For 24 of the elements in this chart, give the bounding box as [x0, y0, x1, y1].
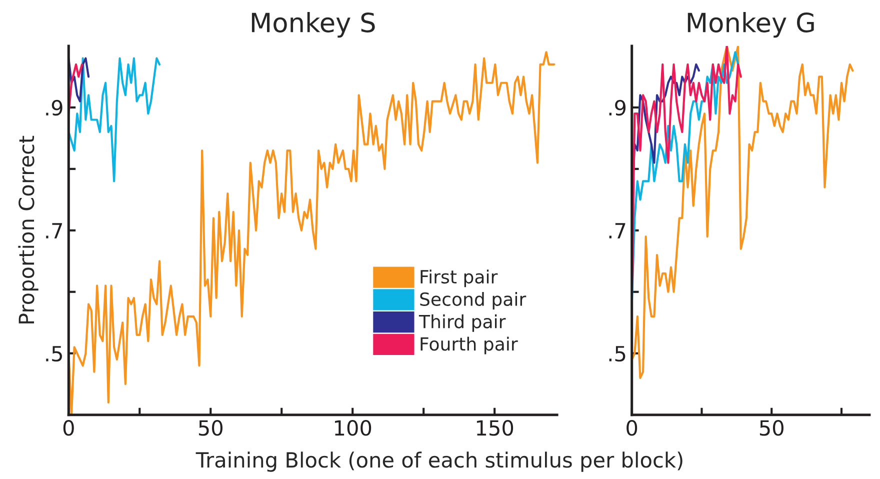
line-series	[68, 57, 161, 182]
y-tick-label: .9	[609, 100, 626, 116]
y-tick-label: .5	[46, 346, 62, 362]
x-tick-label: 50	[760, 420, 784, 436]
chart-title: Monkey G	[688, 12, 814, 38]
legend-label: Second pair	[420, 292, 526, 310]
x-tick-label: 0	[626, 420, 638, 436]
line-series	[68, 51, 556, 415]
x-tick-label: 0	[63, 420, 74, 436]
y-tick-label: .9	[46, 100, 62, 116]
legend-label: First pair	[420, 270, 498, 288]
y-tick-label: .5	[609, 346, 626, 362]
y-tick-label: .7	[46, 223, 62, 238]
x-axis-title: Training Block (one of each stimulus per block)	[196, 452, 682, 472]
line-series	[68, 57, 90, 102]
x-tick-label: 150	[476, 420, 514, 436]
x-tick-label: 100	[335, 420, 372, 436]
legend-label: Fourth pair	[420, 336, 518, 354]
chart-title: Monkey S	[252, 12, 375, 38]
x-tick-label: 50	[198, 420, 222, 436]
y-axis-title: Proportion Correct	[18, 136, 38, 324]
line-series	[632, 46, 854, 379]
y-tick-label: .7	[609, 223, 626, 238]
legend-label: Third pair	[418, 314, 506, 332]
